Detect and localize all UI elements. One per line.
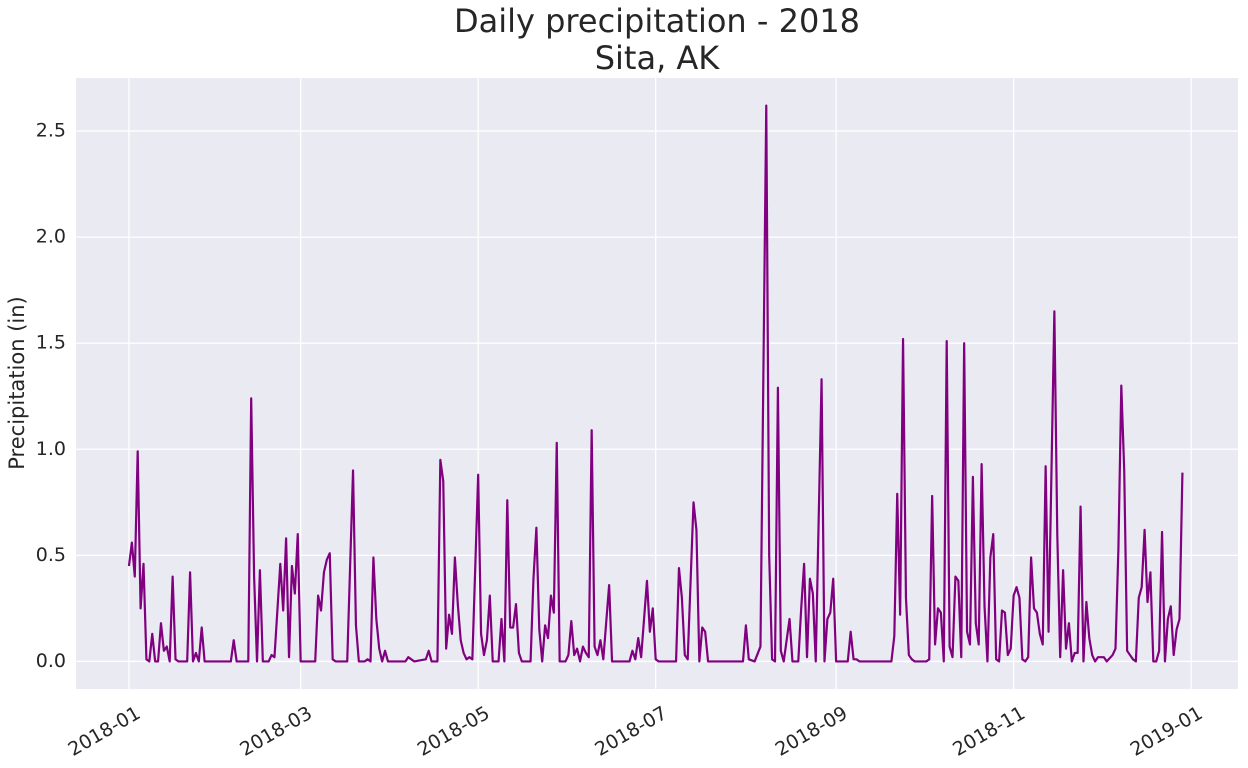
x-tick-label: 2018-01 — [65, 702, 145, 761]
y-tick-label: 0.0 — [36, 650, 66, 672]
x-tick-label: 2018-05 — [414, 702, 494, 761]
y-tick-label: 2.0 — [36, 226, 66, 248]
data-line — [127, 104, 1184, 663]
grid — [76, 78, 1238, 689]
x-tick-label: 2019-01 — [1127, 702, 1207, 761]
chart-subtitle: Sita, AK — [595, 39, 721, 77]
chart-title: Daily precipitation - 2018 — [454, 2, 860, 40]
y-tick-label: 2.5 — [36, 120, 66, 142]
y-tick-label: 1.5 — [36, 332, 66, 354]
marks — [127, 104, 1184, 663]
y-tick-label: 1.0 — [36, 438, 66, 460]
y-tick-label: 0.5 — [36, 544, 66, 566]
x-tick-label: 2018-07 — [591, 702, 671, 761]
x-tick-label: 2018-09 — [772, 702, 852, 761]
y-axis-label: Precipitation (in) — [5, 296, 29, 469]
x-tick-label: 2018-11 — [949, 702, 1029, 761]
x-tick-label: 2018-03 — [236, 702, 316, 761]
